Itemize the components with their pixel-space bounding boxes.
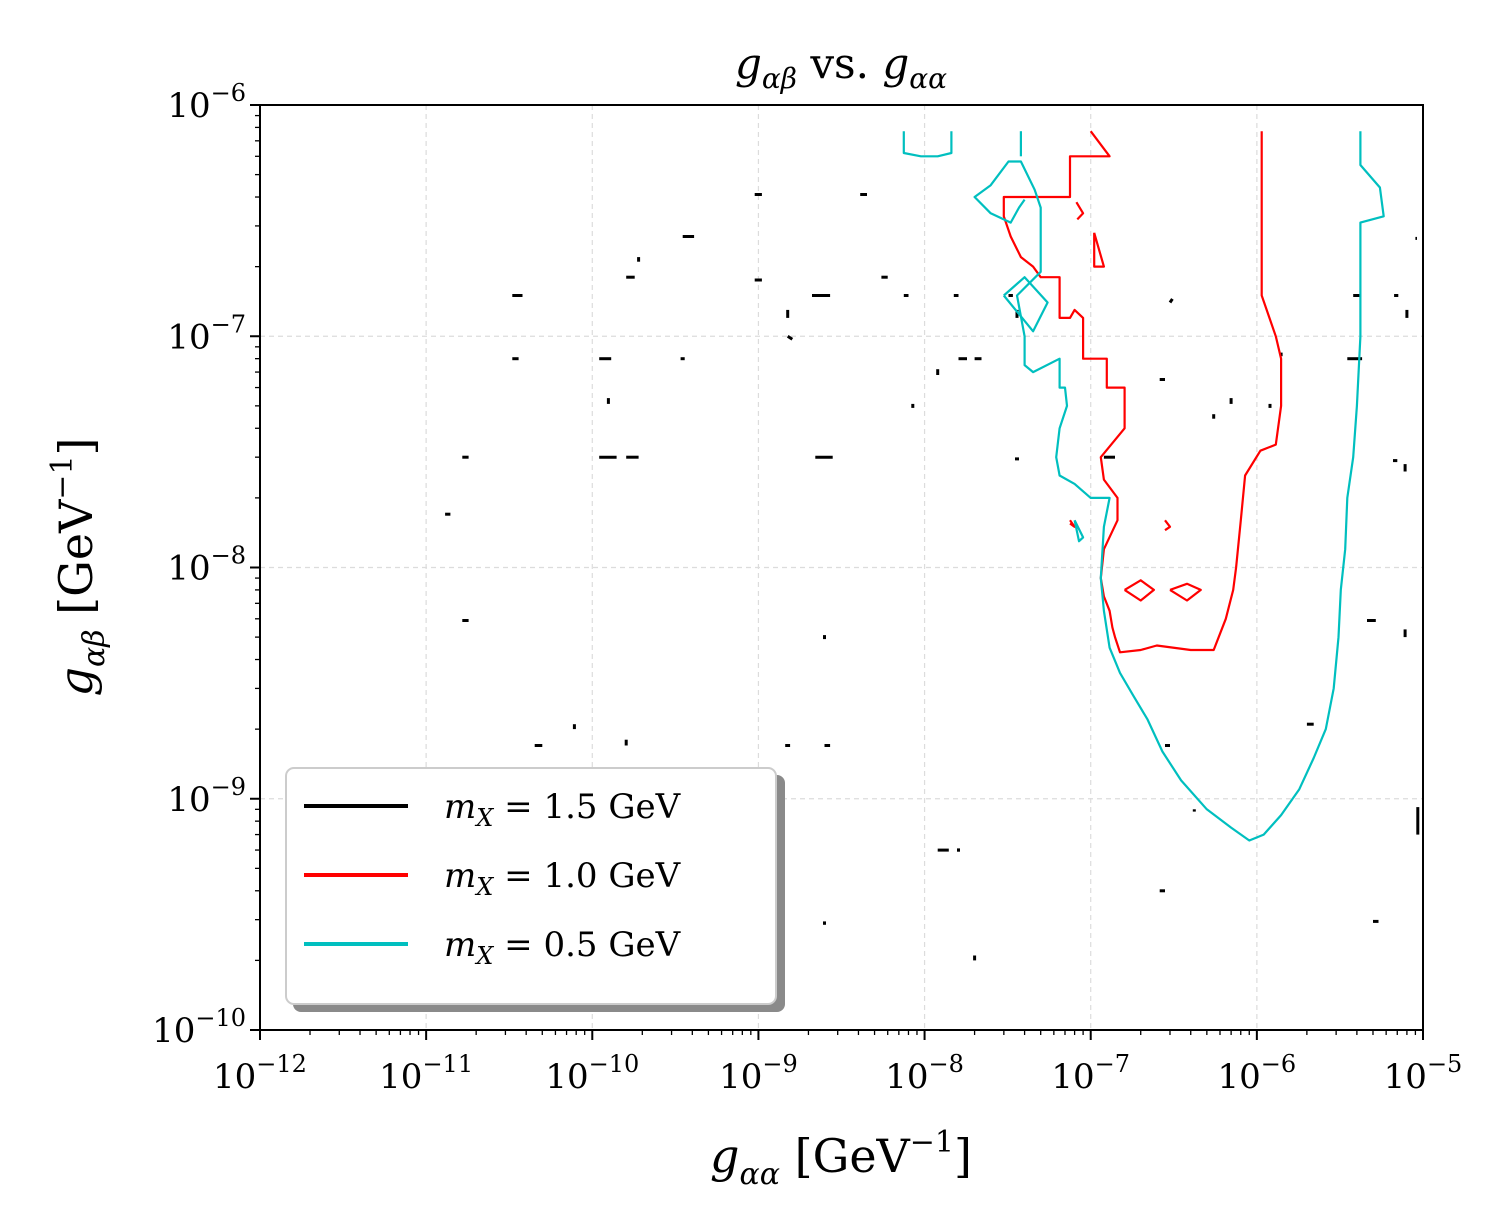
legend-label: mX = 1.0 GeV [444,856,682,901]
y-axis-title-main: g [49,667,103,696]
x-axis-title-exp: −1 [910,1125,954,1160]
contour-fragment [1069,519,1076,528]
x-axis-title-close: ] [954,1129,972,1183]
axis-ticks [250,104,1424,1040]
y-tick-label: 10−9 [167,773,246,820]
contour-fragment [902,131,953,158]
contour-fragment [1002,276,1049,333]
y-axis-title: gαβ [GeV−1] [45,437,112,696]
contour-fragment [1123,579,1156,602]
legend-label: mX = 1.5 GeV [444,787,682,832]
contour-fragment [786,335,794,341]
contour-fragment [973,131,1385,842]
x-tick-label: 10−6 [1218,1050,1297,1097]
x-tick-label: 10−11 [379,1050,473,1097]
contour-fragment [1073,519,1085,543]
chart-title-main: g [735,39,762,88]
y-axis-title-exp: −1 [45,455,80,499]
legend-box [285,767,777,1005]
contour-fragment [1002,130,1283,654]
x-tick-label: 10−5 [1384,1050,1463,1097]
contour-fragment [1164,519,1172,532]
contour-fragment [1093,232,1106,268]
x-tick-label: 10−7 [1051,1050,1130,1097]
chart-title-main-2: g [882,39,909,88]
y-tick-label: 10−8 [167,542,246,589]
tick-labels: 10−12 10−11 10−10 10−9 10−8 10−7 10−6 10−5 10−10… [152,79,1462,1097]
x-axis-title: gαα [GeV−1] [710,1125,972,1192]
y-tick-label: 10−7 [167,310,246,357]
x-axis-title-sub: αα [739,1157,780,1192]
y-axis-title-sub: αβ [77,629,112,667]
series-1 [1002,130,1283,654]
chart-title-sub1: αβ [762,62,797,95]
chart-title-vs: vs. [797,39,882,88]
y-axis-title-unit: [GeV [49,499,103,630]
chart-title: gαβ vs. gαα [735,39,947,95]
x-tick-label: 10−10 [545,1050,639,1097]
y-tick-label: 10−10 [152,1004,246,1051]
y-tick-label: 10−6 [167,79,246,126]
x-tick-label: 10−12 [213,1050,307,1097]
chart-title-sub2: αα [909,62,947,95]
x-axis-title-unit: [GeV [780,1129,911,1183]
y-axis-title-close: ] [49,437,103,455]
x-tick-label: 10−8 [885,1050,964,1097]
contour-fragment [1075,201,1085,221]
legend-label: mX = 0.5 GeV [444,925,682,970]
legend: mX = 1.5 GeV mX = 1.0 GeV mX = 0.5 GeV [285,767,785,1012]
x-axis-title-main: g [710,1129,739,1183]
x-tick-label: 10−9 [719,1050,798,1097]
contour-fragment [1168,298,1174,304]
contour-fragment [1169,582,1202,602]
plot-area [445,130,1420,961]
series-2 [902,131,1385,842]
